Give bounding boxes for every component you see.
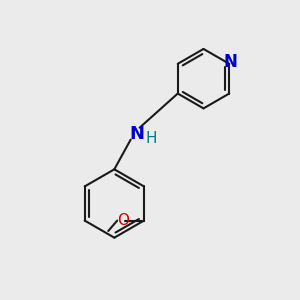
Text: H: H: [146, 130, 157, 146]
Text: N: N: [224, 53, 238, 71]
Text: N: N: [129, 125, 144, 143]
Text: O: O: [117, 213, 129, 228]
